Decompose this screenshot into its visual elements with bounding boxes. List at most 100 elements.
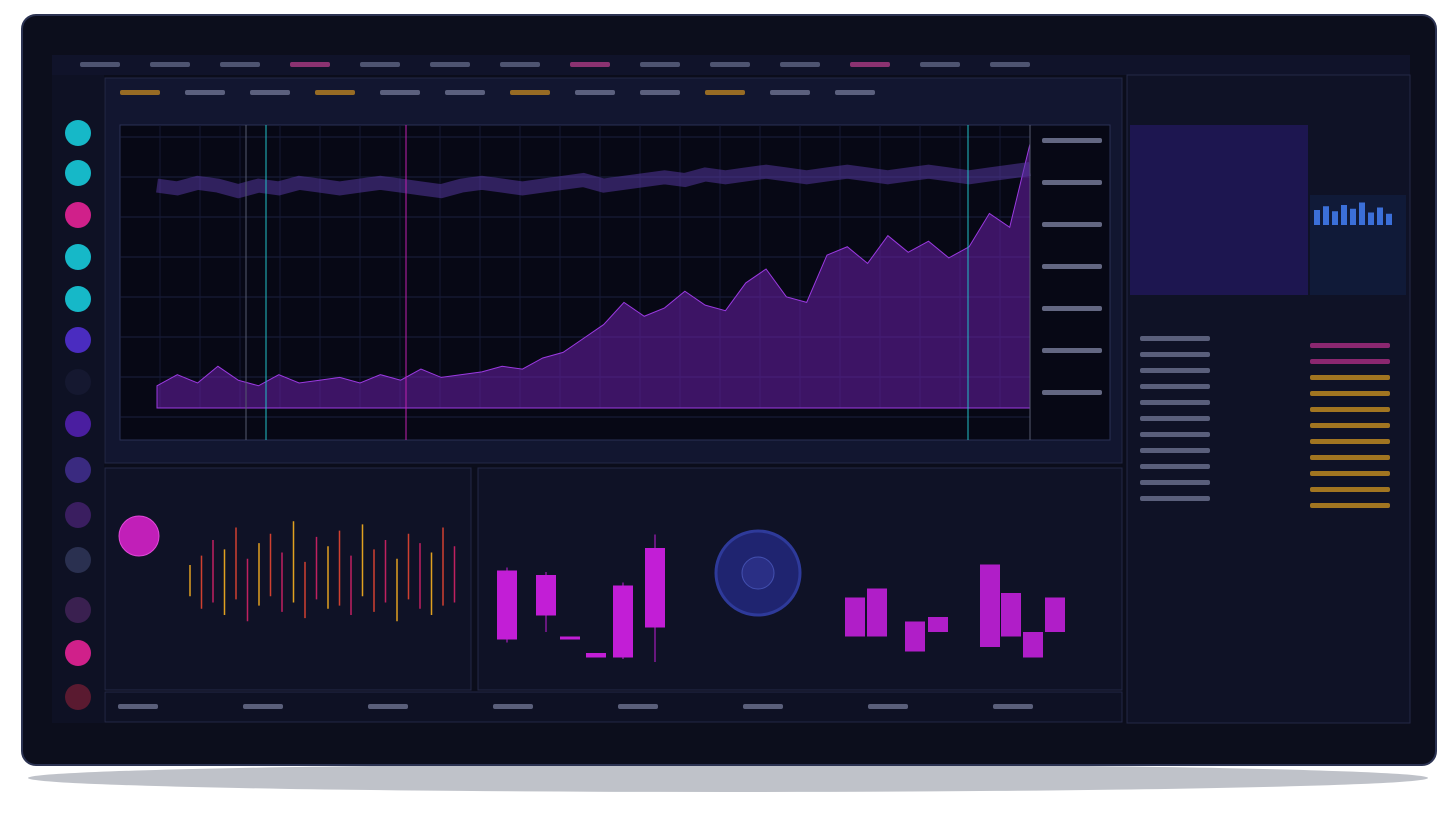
text-block bbox=[150, 62, 190, 67]
text-block bbox=[990, 62, 1030, 67]
text-block bbox=[993, 704, 1033, 709]
spike-panel bbox=[104, 467, 472, 691]
area bbox=[156, 143, 1031, 409]
text-block bbox=[1310, 439, 1390, 444]
candle-body bbox=[867, 588, 887, 637]
sidebar-icon[interactable] bbox=[65, 547, 91, 573]
text-block bbox=[850, 62, 890, 67]
text-block bbox=[570, 62, 610, 67]
sidebar-icon[interactable] bbox=[65, 244, 91, 270]
text-block bbox=[575, 90, 615, 95]
text-block bbox=[445, 90, 485, 95]
sidebar-icon[interactable] bbox=[65, 411, 91, 437]
mini-bar bbox=[1377, 207, 1383, 225]
text-block bbox=[1140, 368, 1210, 373]
text-block bbox=[510, 90, 550, 95]
text-block bbox=[710, 62, 750, 67]
text-block bbox=[640, 62, 680, 67]
charts bbox=[120, 125, 1392, 662]
text-block bbox=[835, 90, 875, 95]
sidebar-icons bbox=[65, 120, 91, 710]
text-block bbox=[1042, 390, 1102, 395]
sidebar-icon[interactable] bbox=[65, 684, 91, 710]
text-placeholders bbox=[80, 62, 1390, 709]
text-block bbox=[1310, 455, 1390, 460]
text-block bbox=[770, 90, 810, 95]
text-block bbox=[1140, 480, 1210, 485]
sidebar-icon[interactable] bbox=[65, 640, 91, 666]
status-badge bbox=[118, 515, 160, 557]
mini-bar bbox=[1314, 210, 1320, 225]
text-block bbox=[1140, 400, 1210, 405]
text-block bbox=[500, 62, 540, 67]
text-block bbox=[1310, 391, 1390, 396]
text-block bbox=[430, 62, 470, 67]
text-block bbox=[250, 90, 290, 95]
text-block bbox=[290, 62, 330, 67]
text-block bbox=[1310, 503, 1390, 508]
text-block bbox=[493, 704, 533, 709]
text-block bbox=[380, 90, 420, 95]
mini-bar bbox=[1368, 212, 1374, 225]
text-block bbox=[1140, 352, 1210, 357]
sidebar-icon[interactable] bbox=[65, 160, 91, 186]
text-block bbox=[120, 90, 160, 95]
text-block bbox=[220, 62, 260, 67]
candle-body bbox=[613, 585, 633, 658]
text-block bbox=[920, 62, 960, 67]
text-block bbox=[1140, 336, 1210, 341]
text-block bbox=[705, 90, 745, 95]
sidebar-icon[interactable] bbox=[65, 597, 91, 623]
text-block bbox=[1042, 138, 1102, 143]
text-block bbox=[1310, 407, 1390, 412]
candle-body bbox=[845, 597, 865, 637]
candle-body bbox=[645, 548, 665, 628]
text-block bbox=[1310, 359, 1390, 364]
text-block bbox=[1042, 222, 1102, 227]
sidebar-icon[interactable] bbox=[65, 286, 91, 312]
candle-body bbox=[980, 564, 1000, 647]
right-chart-box bbox=[1130, 125, 1308, 295]
text-block bbox=[1140, 496, 1210, 501]
text-block bbox=[1310, 375, 1390, 380]
sidebar-icon[interactable] bbox=[65, 457, 91, 483]
candle-body bbox=[905, 621, 925, 652]
text-block bbox=[1140, 448, 1210, 453]
text-block bbox=[1310, 423, 1390, 428]
sidebar-icon[interactable] bbox=[65, 369, 91, 395]
mini-bar bbox=[1386, 213, 1392, 225]
candle-body bbox=[586, 653, 606, 658]
monitor-shadow bbox=[28, 764, 1428, 792]
candle-body bbox=[536, 575, 556, 616]
text-block bbox=[1140, 464, 1210, 469]
text-block bbox=[1042, 306, 1102, 311]
candle-body bbox=[1023, 632, 1043, 658]
candle-body bbox=[928, 617, 948, 632]
text-block bbox=[360, 62, 400, 67]
text-block bbox=[1140, 432, 1210, 437]
text-block bbox=[243, 704, 283, 709]
text-block bbox=[1042, 264, 1102, 269]
text-block bbox=[1042, 348, 1102, 353]
text-block bbox=[1140, 384, 1210, 389]
text-block bbox=[1310, 343, 1390, 348]
text-block bbox=[1140, 416, 1210, 421]
text-block bbox=[118, 704, 158, 709]
text-block bbox=[618, 704, 658, 709]
text-block bbox=[185, 90, 225, 95]
text-block bbox=[315, 90, 355, 95]
text-block bbox=[780, 62, 820, 67]
sidebar-icon[interactable] bbox=[65, 327, 91, 353]
text-block bbox=[1310, 471, 1390, 476]
text-block bbox=[1310, 487, 1390, 492]
gauge-center bbox=[741, 556, 775, 590]
text-block bbox=[640, 90, 680, 95]
mini-bar bbox=[1359, 202, 1365, 225]
sidebar-icon[interactable] bbox=[65, 120, 91, 146]
sidebar-icon[interactable] bbox=[65, 202, 91, 228]
mini-bar bbox=[1341, 205, 1347, 225]
sidebar-icon[interactable] bbox=[65, 502, 91, 528]
text-block bbox=[80, 62, 120, 67]
candle-body bbox=[1001, 593, 1021, 637]
mini-bar bbox=[1323, 206, 1329, 225]
